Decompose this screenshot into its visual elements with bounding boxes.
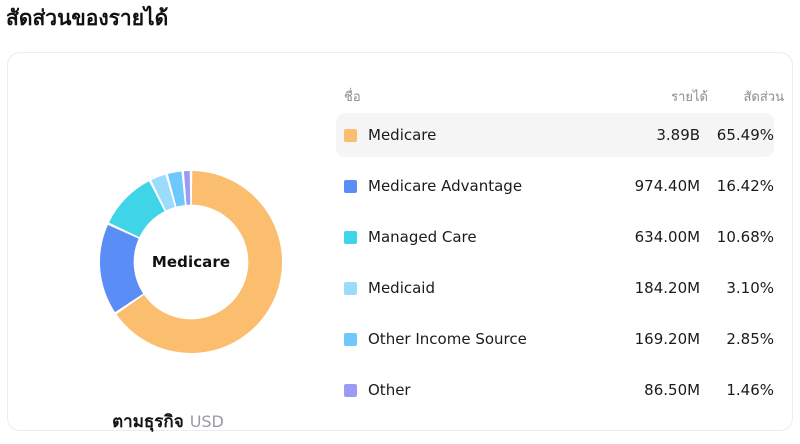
donut-slice[interactable] xyxy=(151,174,175,211)
table-row[interactable]: Medicare 3.89B 65.49% xyxy=(336,113,774,157)
donut-chart-svg xyxy=(100,171,282,353)
column-header-share: สัดส่วน xyxy=(743,89,785,105)
row-revenue: 634.00M xyxy=(634,228,701,246)
row-share: 3.10% xyxy=(726,279,774,297)
row-share: 1.46% xyxy=(726,381,774,399)
row-label: Other Income Source xyxy=(368,330,527,348)
page-title: สัดส่วนของรายได้ xyxy=(6,6,169,30)
table-row[interactable]: Medicare Advantage 974.40M 16.42% xyxy=(336,164,774,208)
row-label: Medicare xyxy=(368,126,437,144)
chart-caption-unit: USD xyxy=(189,412,224,431)
row-name-cell: Medicaid xyxy=(336,279,603,297)
column-header-name: ชื่อ xyxy=(344,89,361,105)
donut-chart[interactable]: Medicare xyxy=(100,171,282,353)
row-share: 65.49% xyxy=(716,126,774,144)
donut-slice[interactable] xyxy=(183,171,191,205)
chart-caption: ตามธุรกิจ USD xyxy=(8,408,328,435)
row-revenue: 86.50M xyxy=(644,381,701,399)
table-row[interactable]: Medicaid 184.20M 3.10% xyxy=(336,266,774,310)
row-share: 10.68% xyxy=(716,228,774,246)
row-share: 16.42% xyxy=(716,177,774,195)
donut-slice[interactable] xyxy=(116,171,282,353)
table-body: Medicare 3.89B 65.49% Medicare Advantage 974… xyxy=(328,113,792,419)
row-name-cell: Medicare Advantage xyxy=(336,177,603,195)
chart-caption-label: ตามธุรกิจ xyxy=(112,412,184,432)
table-row[interactable]: Managed Care 634.00M 10.68% xyxy=(336,215,774,259)
row-label: Medicaid xyxy=(368,279,435,297)
legend-swatch-icon xyxy=(344,383,357,397)
row-share: 2.85% xyxy=(726,330,774,348)
table-header-row: ชื่อ รายได้ สัดส่วน xyxy=(328,85,792,107)
row-revenue: 184.20M xyxy=(634,279,701,297)
table-row[interactable]: Other Income Source 169.20M 2.85% xyxy=(336,317,774,361)
donut-chart-panel: Medicare ตามธุรกิจ USD xyxy=(8,53,328,432)
row-name-cell: Other Income Source xyxy=(336,330,603,348)
legend-swatch-icon xyxy=(344,230,357,244)
row-name-cell: Managed Care xyxy=(336,228,603,246)
row-label: Managed Care xyxy=(368,228,477,246)
legend-swatch-icon xyxy=(344,281,357,295)
row-name-cell: Medicare xyxy=(336,126,603,144)
donut-slice[interactable] xyxy=(108,181,165,238)
legend-swatch-icon xyxy=(344,179,357,193)
row-name-cell: Other xyxy=(336,381,603,399)
row-revenue: 3.89B xyxy=(656,126,701,144)
column-header-revenue: รายได้ xyxy=(671,89,708,105)
breakdown-table: ชื่อ รายได้ สัดส่วน Medicare 3.89B 65.49% M… xyxy=(328,53,792,430)
donut-slice[interactable] xyxy=(100,224,144,313)
table-row[interactable]: Other 86.50M 1.46% xyxy=(336,368,774,412)
legend-swatch-icon xyxy=(344,128,357,142)
donut-slice[interactable] xyxy=(167,171,185,207)
row-label: Medicare Advantage xyxy=(368,177,523,195)
row-revenue: 974.40M xyxy=(634,177,701,195)
revenue-breakdown-card: Medicare ตามธุรกิจ USD ชื่อ รายได้ สัดส่ว… xyxy=(7,52,793,432)
legend-swatch-icon xyxy=(344,332,357,346)
row-revenue: 169.20M xyxy=(634,330,701,348)
row-label: Other xyxy=(368,381,411,399)
